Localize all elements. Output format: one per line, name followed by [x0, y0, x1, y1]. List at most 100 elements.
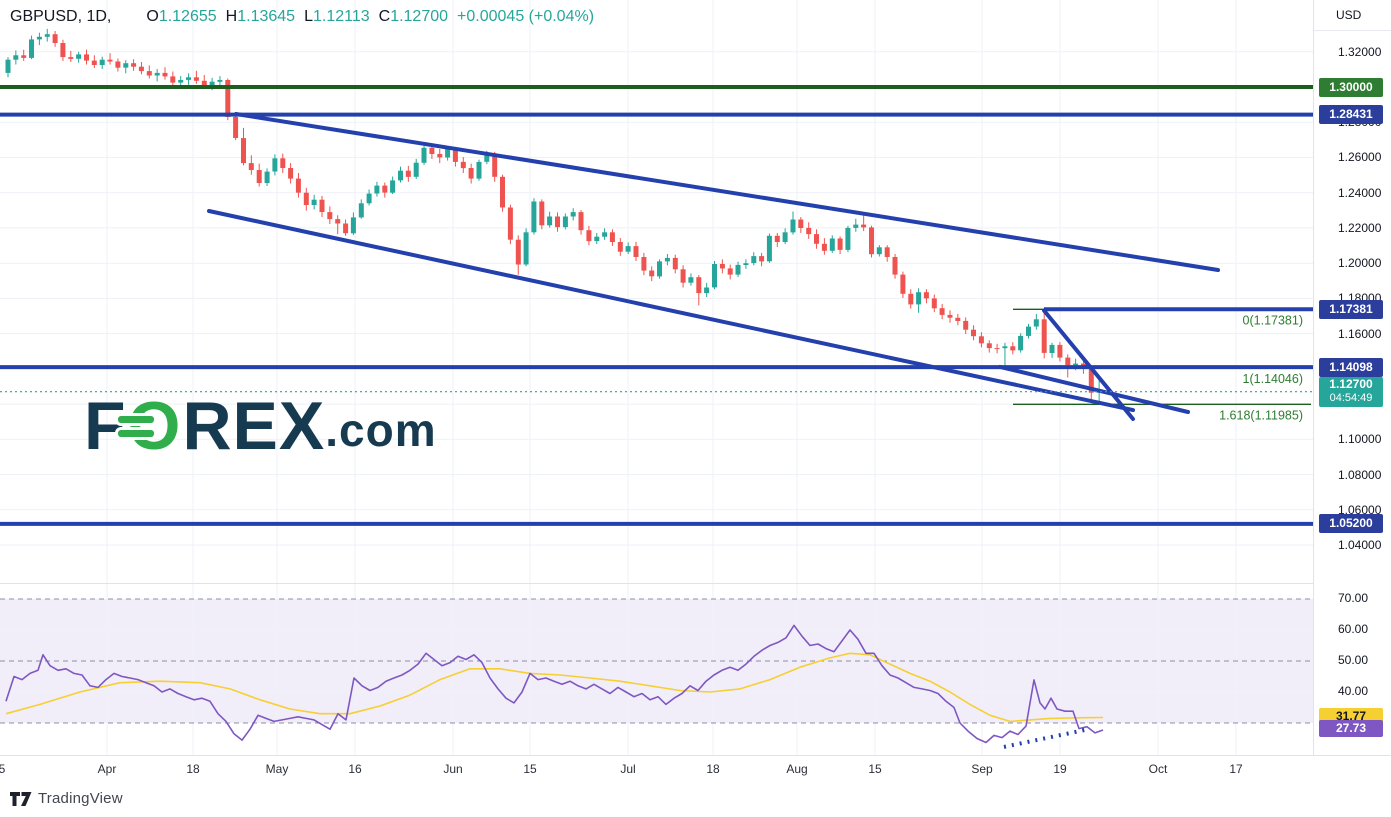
rsi-dotted-trendline[interactable]	[1003, 726, 1091, 749]
watermark-rex: REX	[182, 388, 326, 464]
trendline[interactable]	[998, 364, 1190, 414]
candle-body	[5, 59, 11, 73]
candle-body	[515, 239, 521, 265]
candle-body	[641, 257, 647, 271]
candle-body	[460, 161, 466, 169]
candle-body	[1033, 319, 1039, 327]
candle-body	[876, 247, 882, 255]
rsi-axis-label: 70.00	[1338, 591, 1369, 605]
candle-body	[994, 348, 1000, 350]
price-axis[interactable]: USD 1.320001.280001.260001.240001.220001…	[1313, 0, 1391, 783]
candle-body	[437, 153, 443, 158]
candle-body	[609, 232, 615, 242]
time-axis-label: Jul	[620, 762, 636, 776]
price-axis-label: 1.16000	[1338, 327, 1382, 341]
candle-body	[21, 55, 27, 58]
price-axis-header: USD	[1314, 0, 1391, 31]
tradingview-attribution[interactable]: TradingView	[10, 790, 123, 807]
level-lines-layer[interactable]	[0, 85, 1313, 526]
candle-body	[398, 170, 403, 181]
candle-body	[335, 219, 341, 224]
price-level-badge[interactable]: 1.05200	[1319, 514, 1383, 533]
candle-body	[138, 66, 144, 72]
candle-body	[719, 264, 725, 269]
time-axis-label: Oct	[1148, 762, 1168, 776]
candle-body	[531, 201, 537, 233]
candle-body	[617, 242, 623, 252]
time-axis[interactable]: 5 Apr 18 May 16 Jun 15 Jul 18 Aug 15 Sep 19 Oct 17	[0, 755, 1391, 784]
candle-body	[452, 148, 458, 162]
price-level-badge[interactable]: 1.28431	[1319, 105, 1383, 124]
symbol-title[interactable]: GBPUSD, 1D,	[10, 8, 112, 25]
candle-body	[1057, 344, 1063, 358]
candle-body	[900, 274, 906, 294]
candle-body	[594, 236, 600, 242]
candle-body	[256, 170, 262, 183]
candle-body	[672, 257, 678, 270]
price-level-badge[interactable]: 1.14098	[1319, 358, 1383, 377]
candle-body	[908, 293, 914, 305]
candle-body	[916, 292, 922, 305]
candle-body	[971, 329, 976, 337]
ohlc-value: 1.12113	[312, 8, 370, 25]
watermark-o-logo: O	[117, 388, 182, 464]
candle-body	[500, 176, 505, 208]
rsi-ma-line	[5, 652, 1104, 723]
candle-body	[1065, 357, 1071, 366]
candle-body	[84, 54, 89, 61]
watermark-dotcom: .com	[325, 404, 437, 456]
candle-body	[1041, 319, 1047, 353]
rsi-pane[interactable]	[0, 583, 1313, 756]
candle-body	[358, 203, 364, 218]
candle-body	[1010, 346, 1016, 351]
price-axis-label: 1.24000	[1338, 186, 1382, 200]
candle-body	[578, 212, 584, 231]
candle-body	[405, 170, 411, 177]
candle-body	[562, 216, 568, 228]
candle-body	[539, 201, 545, 226]
candle-body	[759, 256, 765, 262]
tradingview-logo-icon	[10, 791, 32, 806]
candle-body	[131, 63, 137, 67]
candle-body	[821, 243, 827, 251]
rsi-chart-canvas[interactable]	[0, 584, 1313, 755]
trendline[interactable]	[1042, 308, 1135, 421]
candle-body	[986, 343, 992, 349]
time-axis-label: May	[265, 762, 289, 776]
candle-body	[649, 270, 655, 277]
candle-body	[774, 235, 780, 242]
candle-body	[319, 199, 325, 212]
price-chart-canvas[interactable]: 0(1.17381) 1(1.14046) 1.618(1.11985)	[0, 0, 1313, 583]
candle-body	[1073, 363, 1079, 366]
candle-body	[853, 224, 859, 228]
candle-body	[233, 116, 239, 138]
price-axis-label: 1.32000	[1338, 45, 1382, 59]
candle-body	[382, 185, 388, 193]
candle-body	[390, 180, 396, 193]
candle-body	[947, 314, 953, 318]
price-level-badge[interactable]: 1.17381	[1319, 300, 1383, 319]
time-axis-label: Jun	[443, 762, 463, 776]
candle-body	[507, 207, 513, 240]
price-pane[interactable]: 0(1.17381) 1(1.14046) 1.618(1.11985) F O REX…	[0, 0, 1313, 583]
candles-layer[interactable]	[5, 28, 1102, 403]
candle-body	[704, 287, 710, 294]
candle-body	[91, 60, 97, 65]
ohlc-legend: GBPUSD, 1D, O1.12655 H1.13645 L1.12113 C1.12…	[10, 8, 594, 26]
time-axis-label: 18	[186, 762, 200, 776]
candle-body	[923, 292, 929, 299]
price-level-badge[interactable]: 1.30000	[1319, 78, 1383, 97]
ohlc-letter: O	[146, 8, 159, 25]
candle-body	[963, 320, 969, 330]
candle-body	[217, 80, 223, 82]
candle-body	[445, 148, 451, 158]
trendline[interactable]	[207, 209, 1135, 413]
trendlines-layer[interactable]	[207, 112, 1220, 421]
currency-label: USD	[1336, 8, 1362, 22]
candle-body	[248, 163, 254, 170]
candle-body	[790, 219, 796, 233]
rsi-axis-label: 50.00	[1338, 653, 1369, 667]
candle-body	[36, 36, 42, 40]
trendline[interactable]	[234, 112, 1220, 272]
